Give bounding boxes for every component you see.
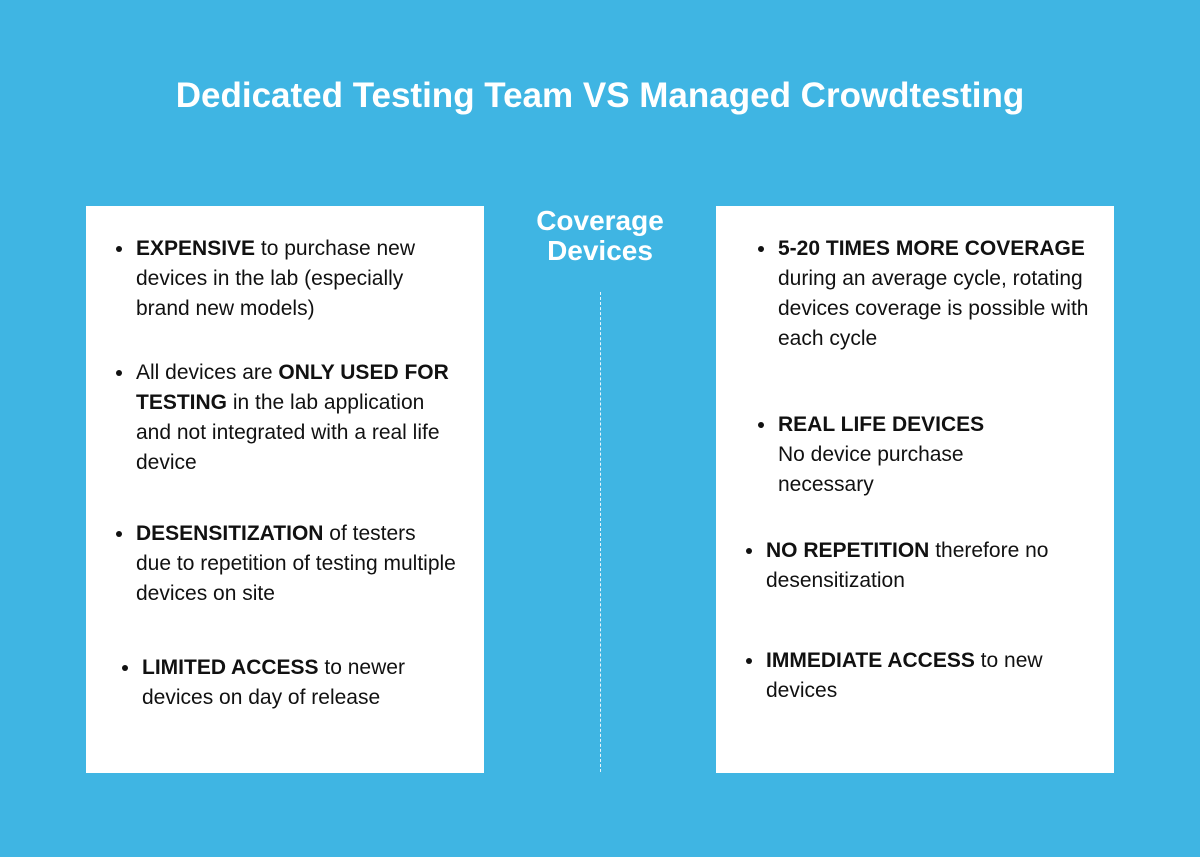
list-item: IMMEDIATE ACCESS to new devices xyxy=(746,646,1076,706)
item-text: in the lab application and not integrate… xyxy=(136,391,440,474)
item-text: to newer devices on day of release xyxy=(142,656,405,709)
item-text: No device purchase necessary xyxy=(778,443,964,496)
item-bold: REAL LIFE DEVICES xyxy=(778,413,985,436)
category-line-1: Coverage xyxy=(536,205,664,236)
item-bold: 5-20 TIMES MORE COVERAGE xyxy=(778,237,1085,260)
item-bold: LIMITED ACCESS xyxy=(142,656,319,679)
crowdtesting-card: 5-20 TIMES MORE COVERAGE during an avera… xyxy=(716,206,1114,773)
list-item: NO REPETITION therefore no desensitizati… xyxy=(746,536,1086,596)
list-item: REAL LIFE DEVICES No device purchase nece… xyxy=(758,410,1038,500)
item-text: of testers due to repetition of testing … xyxy=(136,522,456,605)
page-title: Dedicated Testing Team VS Managed Crowdt… xyxy=(175,76,1025,115)
category-label: Coverage Devices xyxy=(500,206,700,266)
item-bold: ONLY USED FOR TESTING xyxy=(136,361,449,414)
item-text: therefore no desensitization xyxy=(766,539,1049,592)
list-item: All devices are ONLY USED FOR TESTING in… xyxy=(116,358,461,478)
list-item: LIMITED ACCESS to newer devices on day o… xyxy=(122,653,442,713)
item-text: to purchase new devices in the lab (espe… xyxy=(136,237,415,320)
item-bold: DESENSITIZATION xyxy=(136,522,324,545)
list-item: EXPENSIVE to purchase new devices in the… xyxy=(116,234,456,324)
dedicated-team-card: EXPENSIVE to purchase new devices in the… xyxy=(86,206,484,773)
category-line-2: Devices xyxy=(547,235,653,266)
item-bold: NO REPETITION xyxy=(766,539,930,562)
item-text: during an average cycle, rotating device… xyxy=(778,267,1089,350)
item-bold: IMMEDIATE ACCESS xyxy=(766,649,975,672)
divider xyxy=(600,292,601,772)
item-text: to new devices xyxy=(766,649,1043,702)
item-text: All devices are xyxy=(136,361,279,384)
item-bold: EXPENSIVE xyxy=(136,237,256,260)
list-item: DESENSITIZATION of testers due to repeti… xyxy=(116,519,456,609)
list-item: 5-20 TIMES MORE COVERAGE during an avera… xyxy=(758,234,1103,354)
